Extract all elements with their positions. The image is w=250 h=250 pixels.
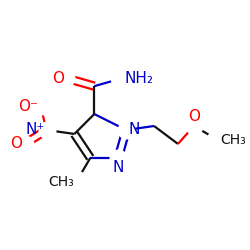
Text: N⁺: N⁺ <box>25 122 44 138</box>
Text: CH₃: CH₃ <box>220 133 246 147</box>
Text: O: O <box>52 71 64 86</box>
Text: CH₃: CH₃ <box>49 175 74 189</box>
Text: O: O <box>188 109 200 124</box>
Text: O⁻: O⁻ <box>18 98 38 114</box>
Text: NH₂: NH₂ <box>124 71 153 86</box>
Text: O: O <box>10 136 22 152</box>
Text: N: N <box>128 122 140 138</box>
Text: N: N <box>112 160 124 175</box>
